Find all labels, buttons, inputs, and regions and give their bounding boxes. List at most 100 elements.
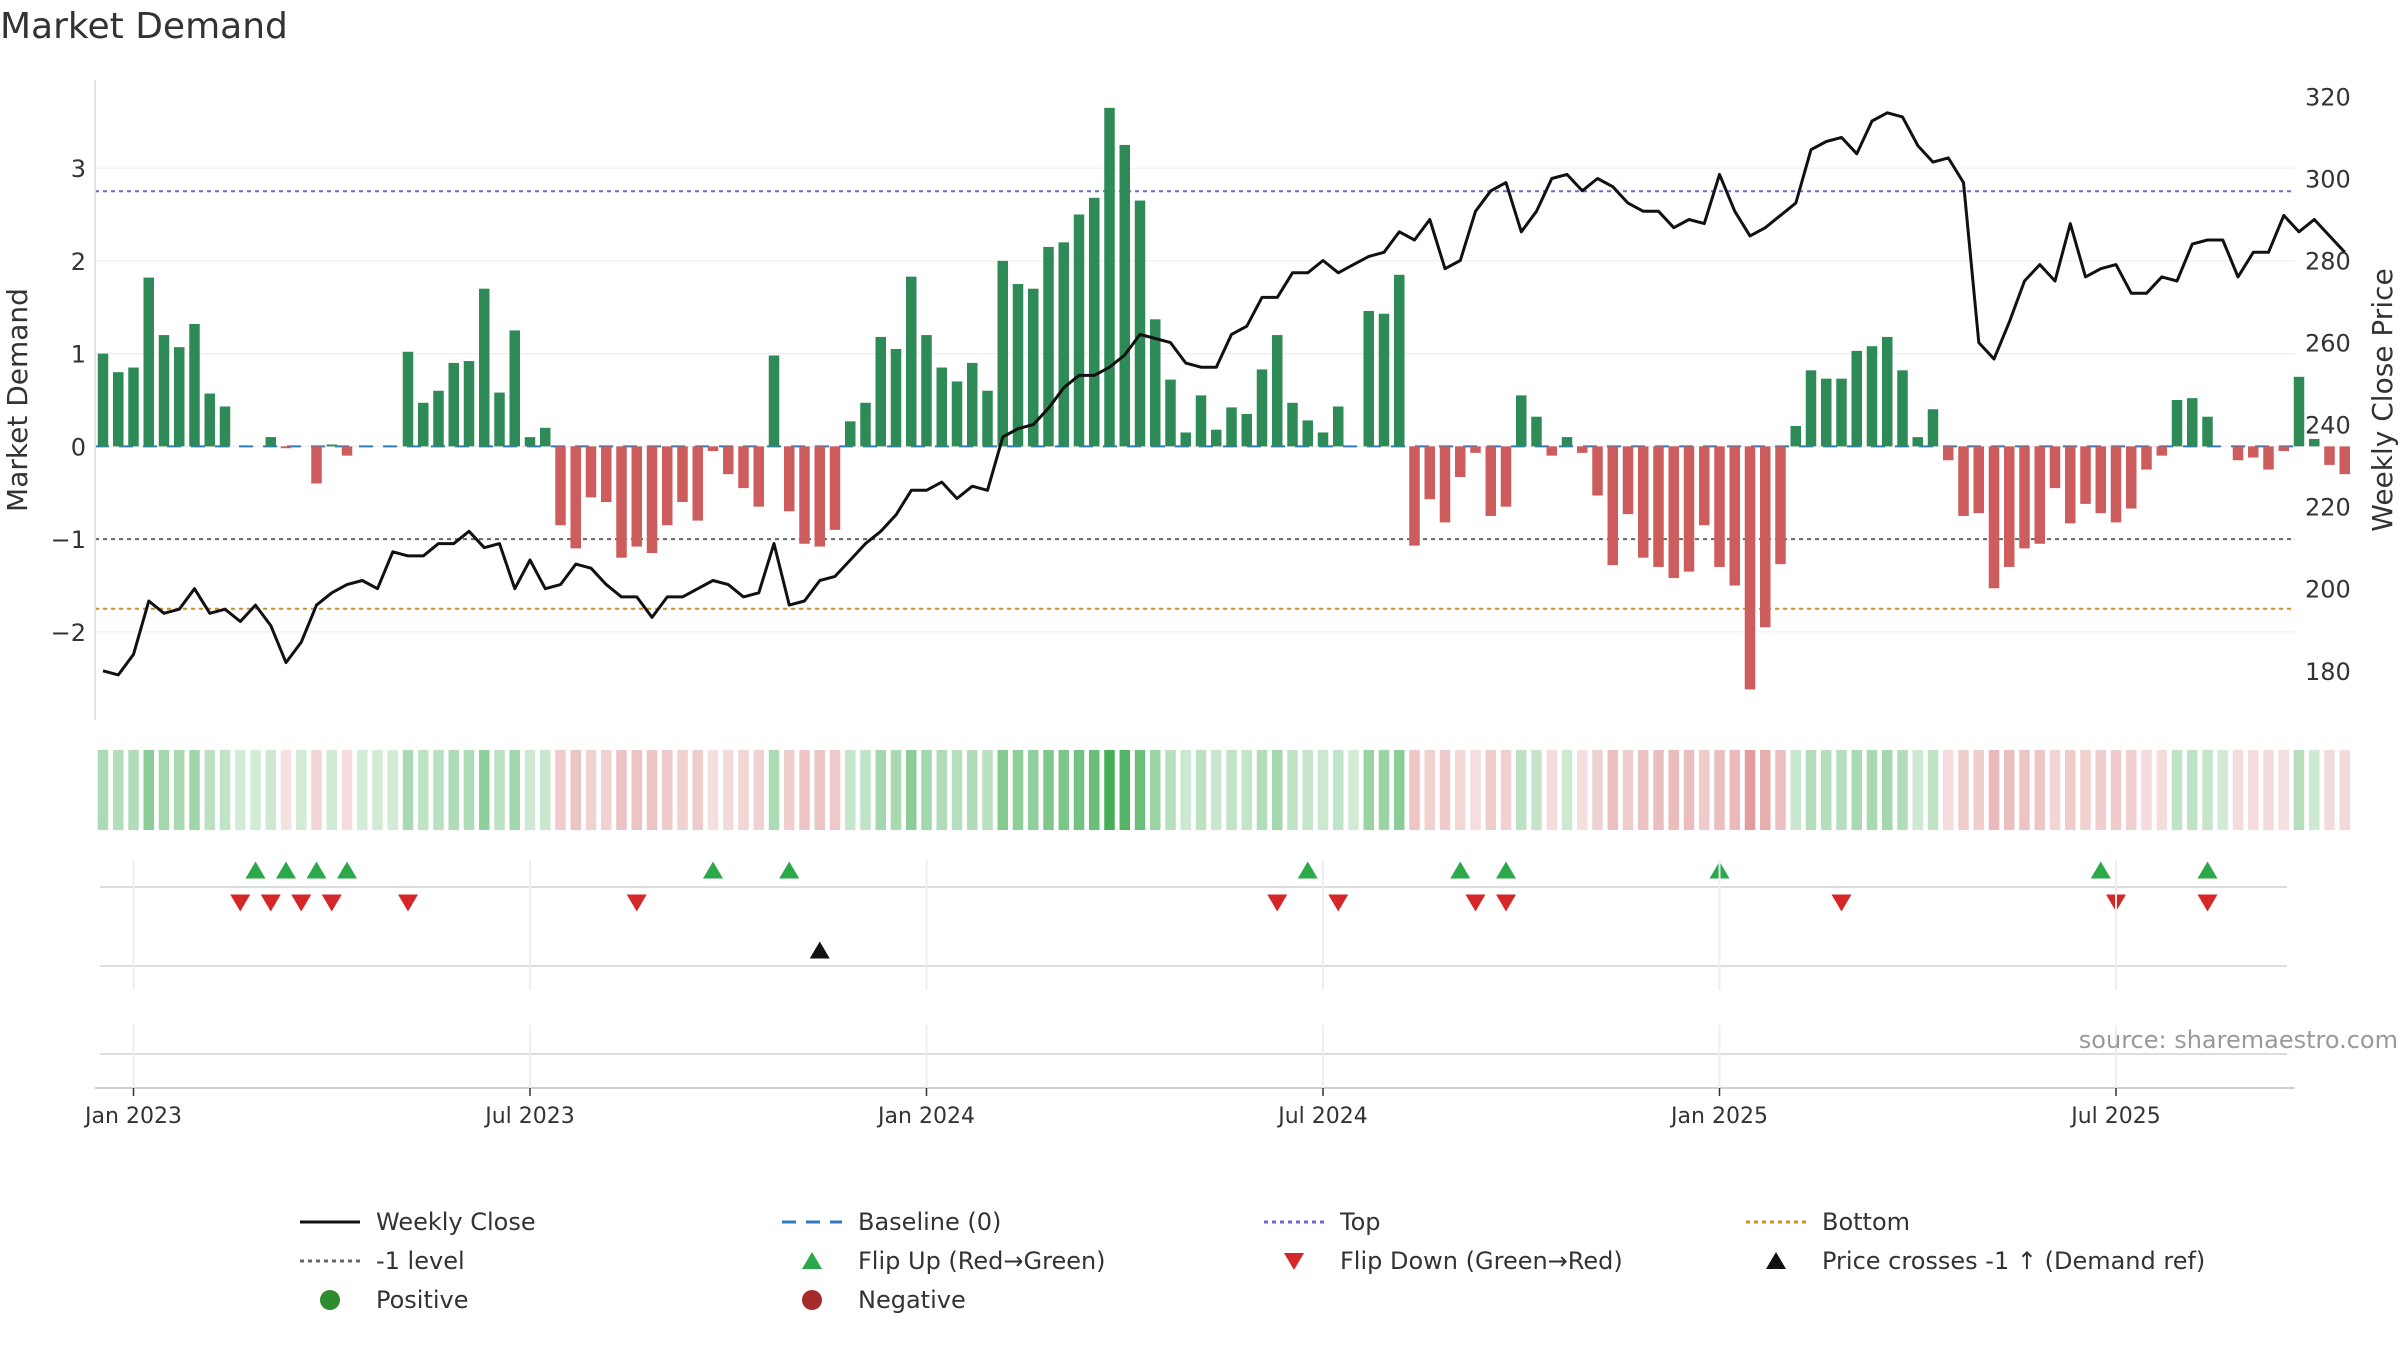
demand-bar — [1089, 197, 1100, 447]
demand-bar — [2232, 446, 2244, 461]
heat-cell — [2187, 750, 2198, 830]
weekly-close-path — [102, 111, 2346, 677]
demand-bar — [997, 260, 1008, 447]
x-tick-label: Jul 2023 — [483, 1104, 575, 1129]
flip-down-marker — [626, 894, 647, 912]
heat-cell — [540, 750, 551, 830]
demand-bar — [128, 367, 139, 447]
heat-cell — [463, 750, 475, 830]
demand-bar — [601, 446, 612, 503]
heat-cell — [1912, 750, 1923, 830]
flip-up-marker — [306, 861, 327, 879]
gridlines — [95, 167, 2295, 633]
demand-bar — [1241, 413, 1252, 447]
heat-cell — [372, 750, 383, 830]
legend-item: Top — [1264, 1208, 1381, 1236]
legend-item: -1 level — [300, 1247, 465, 1275]
demand-bar — [280, 446, 292, 449]
axes: −2 −1 0 1 2 3 Market Demand 180 200 220 240 260 280 3… — [1, 80, 2399, 720]
heat-cell — [418, 750, 429, 830]
heat-cell — [753, 750, 764, 830]
heat-cell — [1226, 750, 1237, 830]
heat-cell — [1150, 750, 1161, 830]
heat-cell — [2324, 750, 2335, 830]
heat-cell — [2339, 750, 2350, 830]
demand-bar — [311, 446, 322, 484]
heat-cell — [1638, 750, 1649, 830]
demand-bar — [646, 446, 658, 554]
heat-cell — [860, 750, 871, 830]
demand-bar — [1973, 446, 1984, 514]
heat-cell — [1546, 750, 1557, 830]
demand-bar — [448, 362, 459, 447]
legend-label: Flip Up (Red→Green) — [858, 1247, 1106, 1275]
demand-bar — [1394, 274, 1405, 447]
heat-cell — [585, 750, 597, 830]
heat-cell — [1455, 750, 1466, 830]
demand-bar — [1165, 379, 1176, 447]
heat-cell — [113, 750, 124, 830]
demand-bar — [265, 437, 276, 447]
demand-bar — [174, 347, 185, 447]
heat-cell — [967, 750, 978, 830]
legend-label: Baseline (0) — [858, 1208, 1002, 1236]
demand-bar — [1897, 370, 1908, 447]
flip-down-marker — [260, 894, 281, 912]
heat-cell — [250, 750, 261, 830]
demand-bar — [2339, 446, 2350, 475]
heat-cell — [1363, 750, 1374, 830]
demand-bar — [418, 402, 429, 447]
heat-cell — [1622, 750, 1634, 830]
demand-bar — [97, 353, 109, 447]
heat-cell — [921, 750, 932, 830]
demand-bar — [829, 446, 841, 530]
legend-swatch — [300, 1249, 360, 1273]
flip-up-marker — [1496, 861, 1516, 879]
heat-cell — [692, 750, 703, 830]
demand-bar — [2095, 446, 2106, 514]
x-tick-label: Jul 2025 — [2069, 1104, 2161, 1129]
demand-bar — [509, 330, 520, 447]
heat-cell — [1851, 750, 1862, 830]
heat-cell — [1592, 750, 1603, 830]
demand-bar — [662, 446, 673, 526]
heat-cell — [524, 750, 536, 830]
heat-cell — [2309, 750, 2320, 830]
demand-bar — [799, 446, 810, 544]
left-tick-label: −2 — [51, 619, 86, 647]
heat-cell — [2004, 750, 2015, 830]
legend-item: Positive — [300, 1286, 469, 1314]
demand-bar — [753, 446, 764, 507]
x-axis: Jan 2023 Jul 2023 Jan 2024 Jul 2024 Jan 2025… — [83, 860, 2295, 1129]
x-tick-label: Jul 2024 — [1276, 1104, 1368, 1129]
flip-down-marker — [1267, 894, 1288, 912]
heat-cell — [2248, 750, 2259, 830]
heat-cell — [936, 750, 947, 830]
left-tick-label: 1 — [71, 341, 86, 369]
flip-up-marker — [779, 861, 800, 879]
demand-bar — [1119, 144, 1130, 447]
demand-bar — [1287, 402, 1298, 447]
heat-cell — [448, 750, 459, 830]
heat-cell — [1317, 750, 1329, 830]
heat-cell — [646, 750, 658, 830]
demand-bar — [2004, 446, 2015, 567]
heat-cell — [1973, 750, 1984, 830]
heat-cell — [2065, 750, 2076, 830]
demand-bar — [1760, 446, 1771, 628]
flip-down-marker — [1328, 894, 1349, 912]
flip-up-marker — [2197, 861, 2218, 879]
demand-bar — [677, 446, 688, 503]
demand-bar — [1882, 336, 1893, 447]
heat-cell — [1043, 750, 1054, 830]
flip-down-marker — [1496, 894, 1516, 912]
demand-bar — [631, 446, 642, 547]
flip-up-marker — [276, 861, 296, 879]
legend-swatch — [782, 1288, 842, 1312]
demand-bar — [1577, 446, 1588, 453]
heat-cell — [2156, 750, 2167, 830]
demand-bar — [860, 402, 871, 447]
heat-cell — [1058, 750, 1069, 830]
flip-up-marker — [703, 861, 723, 879]
heat-cell — [799, 750, 810, 830]
